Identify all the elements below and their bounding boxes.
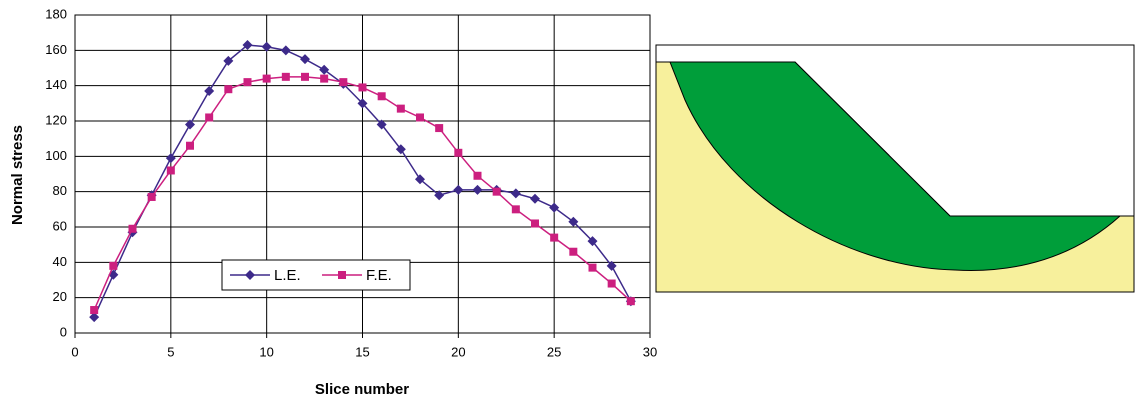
data-point (148, 193, 156, 201)
data-point (627, 297, 635, 305)
data-point (109, 262, 117, 270)
data-point (589, 264, 597, 272)
data-point (493, 188, 501, 196)
y-tick-label: 20 (53, 289, 67, 304)
x-tick-label: 30 (643, 344, 657, 359)
x-axis-title: Slice number (315, 381, 409, 398)
y-tick-label: 100 (45, 148, 67, 163)
data-point (473, 185, 483, 195)
page: Slice number Normal stress 0204060801001… (0, 0, 1135, 402)
data-point (416, 113, 424, 121)
slope-diagram (656, 45, 1134, 292)
data-point (129, 225, 137, 233)
data-point (204, 86, 214, 96)
data-point (281, 45, 291, 55)
y-tick-label: 40 (53, 254, 67, 269)
x-tick-label: 5 (167, 344, 174, 359)
x-tick-label: 15 (355, 344, 369, 359)
data-point (512, 205, 520, 213)
data-point (320, 75, 328, 83)
data-point (511, 188, 521, 198)
x-tick-label: 0 (71, 344, 78, 359)
data-point (474, 172, 482, 180)
data-point (531, 219, 539, 227)
data-point (435, 124, 443, 132)
data-point (224, 85, 232, 93)
data-point (454, 149, 462, 157)
legend-label: F.E. (366, 267, 392, 284)
y-tick-label: 180 (45, 6, 67, 21)
x-tick-label: 10 (259, 344, 273, 359)
y-tick-label: 60 (53, 218, 67, 233)
data-point (550, 234, 558, 242)
data-point (453, 185, 463, 195)
y-tick-label: 160 (45, 42, 67, 57)
legend-marker (338, 271, 346, 279)
data-point (397, 105, 405, 113)
data-point (244, 78, 252, 86)
data-point (166, 153, 176, 163)
data-point (569, 248, 577, 256)
data-point (263, 75, 271, 83)
data-point (300, 54, 310, 64)
y-tick-label: 80 (53, 183, 67, 198)
y-tick-label: 140 (45, 77, 67, 92)
x-tick-label: 25 (547, 344, 561, 359)
legend-label: L.E. (274, 267, 301, 284)
data-point (90, 306, 98, 314)
x-tick-label: 20 (451, 344, 465, 359)
data-point (378, 92, 386, 100)
data-point (339, 78, 347, 86)
data-point (205, 113, 213, 121)
data-point (301, 73, 309, 81)
y-tick-label: 120 (45, 112, 67, 127)
y-tick-label: 0 (60, 324, 67, 339)
data-point (359, 83, 367, 91)
data-point (530, 194, 540, 204)
data-point (186, 142, 194, 150)
data-point (608, 280, 616, 288)
data-point (282, 73, 290, 81)
chart: Slice number Normal stress 0204060801001… (0, 0, 1135, 402)
data-point (167, 166, 175, 174)
y-axis-title: Normal stress (9, 125, 26, 225)
